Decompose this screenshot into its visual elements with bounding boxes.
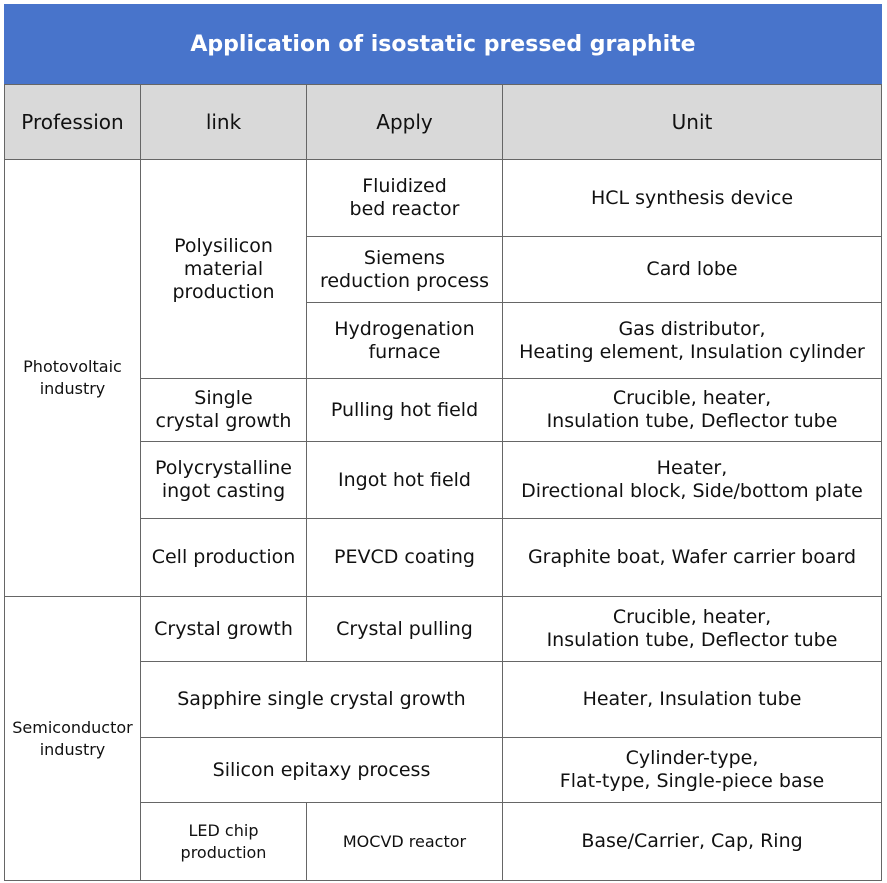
link-cell: LED chip production bbox=[140, 802, 307, 881]
header-profession: Profession bbox=[4, 84, 141, 160]
link-cell: Crystal growth bbox=[140, 596, 307, 662]
apply-cell: Siemens reduction process bbox=[306, 236, 503, 303]
table-title: Application of isostatic pressed graphit… bbox=[4, 4, 882, 85]
apply-cell: Crystal pulling bbox=[306, 596, 503, 662]
unit-cell: HCL synthesis device bbox=[502, 159, 882, 237]
unit-cell: Heater, Directional block, Side/bottom p… bbox=[502, 441, 882, 519]
link-cell: Polycrystalline ingot casting bbox=[140, 441, 307, 519]
unit-cell: Heater, Insulation tube bbox=[502, 661, 882, 738]
header-apply: Apply bbox=[306, 84, 503, 160]
unit-cell: Gas distributor, Heating element, Insula… bbox=[502, 302, 882, 379]
unit-cell: Base/Carrier, Cap, Ring bbox=[502, 802, 882, 881]
apply-cell: Fluidized bed reactor bbox=[306, 159, 503, 237]
unit-cell: Crucible, heater, Insulation tube, Defle… bbox=[502, 378, 882, 442]
unit-cell: Crucible, heater, Insulation tube, Defle… bbox=[502, 596, 882, 662]
link-cell: Cell production bbox=[140, 518, 307, 597]
profession-cell: Photovoltaic industry bbox=[4, 159, 141, 597]
apply-cell: Ingot hot field bbox=[306, 441, 503, 519]
header-unit: Unit bbox=[502, 84, 882, 160]
unit-cell: Card lobe bbox=[502, 236, 882, 303]
apply-cell: PEVCD coating bbox=[306, 518, 503, 597]
unit-cell: Cylinder-type, Flat-type, Single-piece b… bbox=[502, 737, 882, 803]
apply-cell: Pulling hot field bbox=[306, 378, 503, 442]
profession-cell: Semiconductor industry bbox=[4, 596, 141, 881]
apply-cell: MOCVD reactor bbox=[306, 802, 503, 881]
apply-cell: Hydrogenation furnace bbox=[306, 302, 503, 379]
link-cell: Polysilicon material production bbox=[140, 159, 307, 379]
link-cell: Single crystal growth bbox=[140, 378, 307, 442]
link-cell: Silicon epitaxy process bbox=[140, 737, 503, 803]
link-cell: Sapphire single crystal growth bbox=[140, 661, 503, 738]
unit-cell: Graphite boat, Wafer carrier board bbox=[502, 518, 882, 597]
header-link: link bbox=[140, 84, 307, 160]
